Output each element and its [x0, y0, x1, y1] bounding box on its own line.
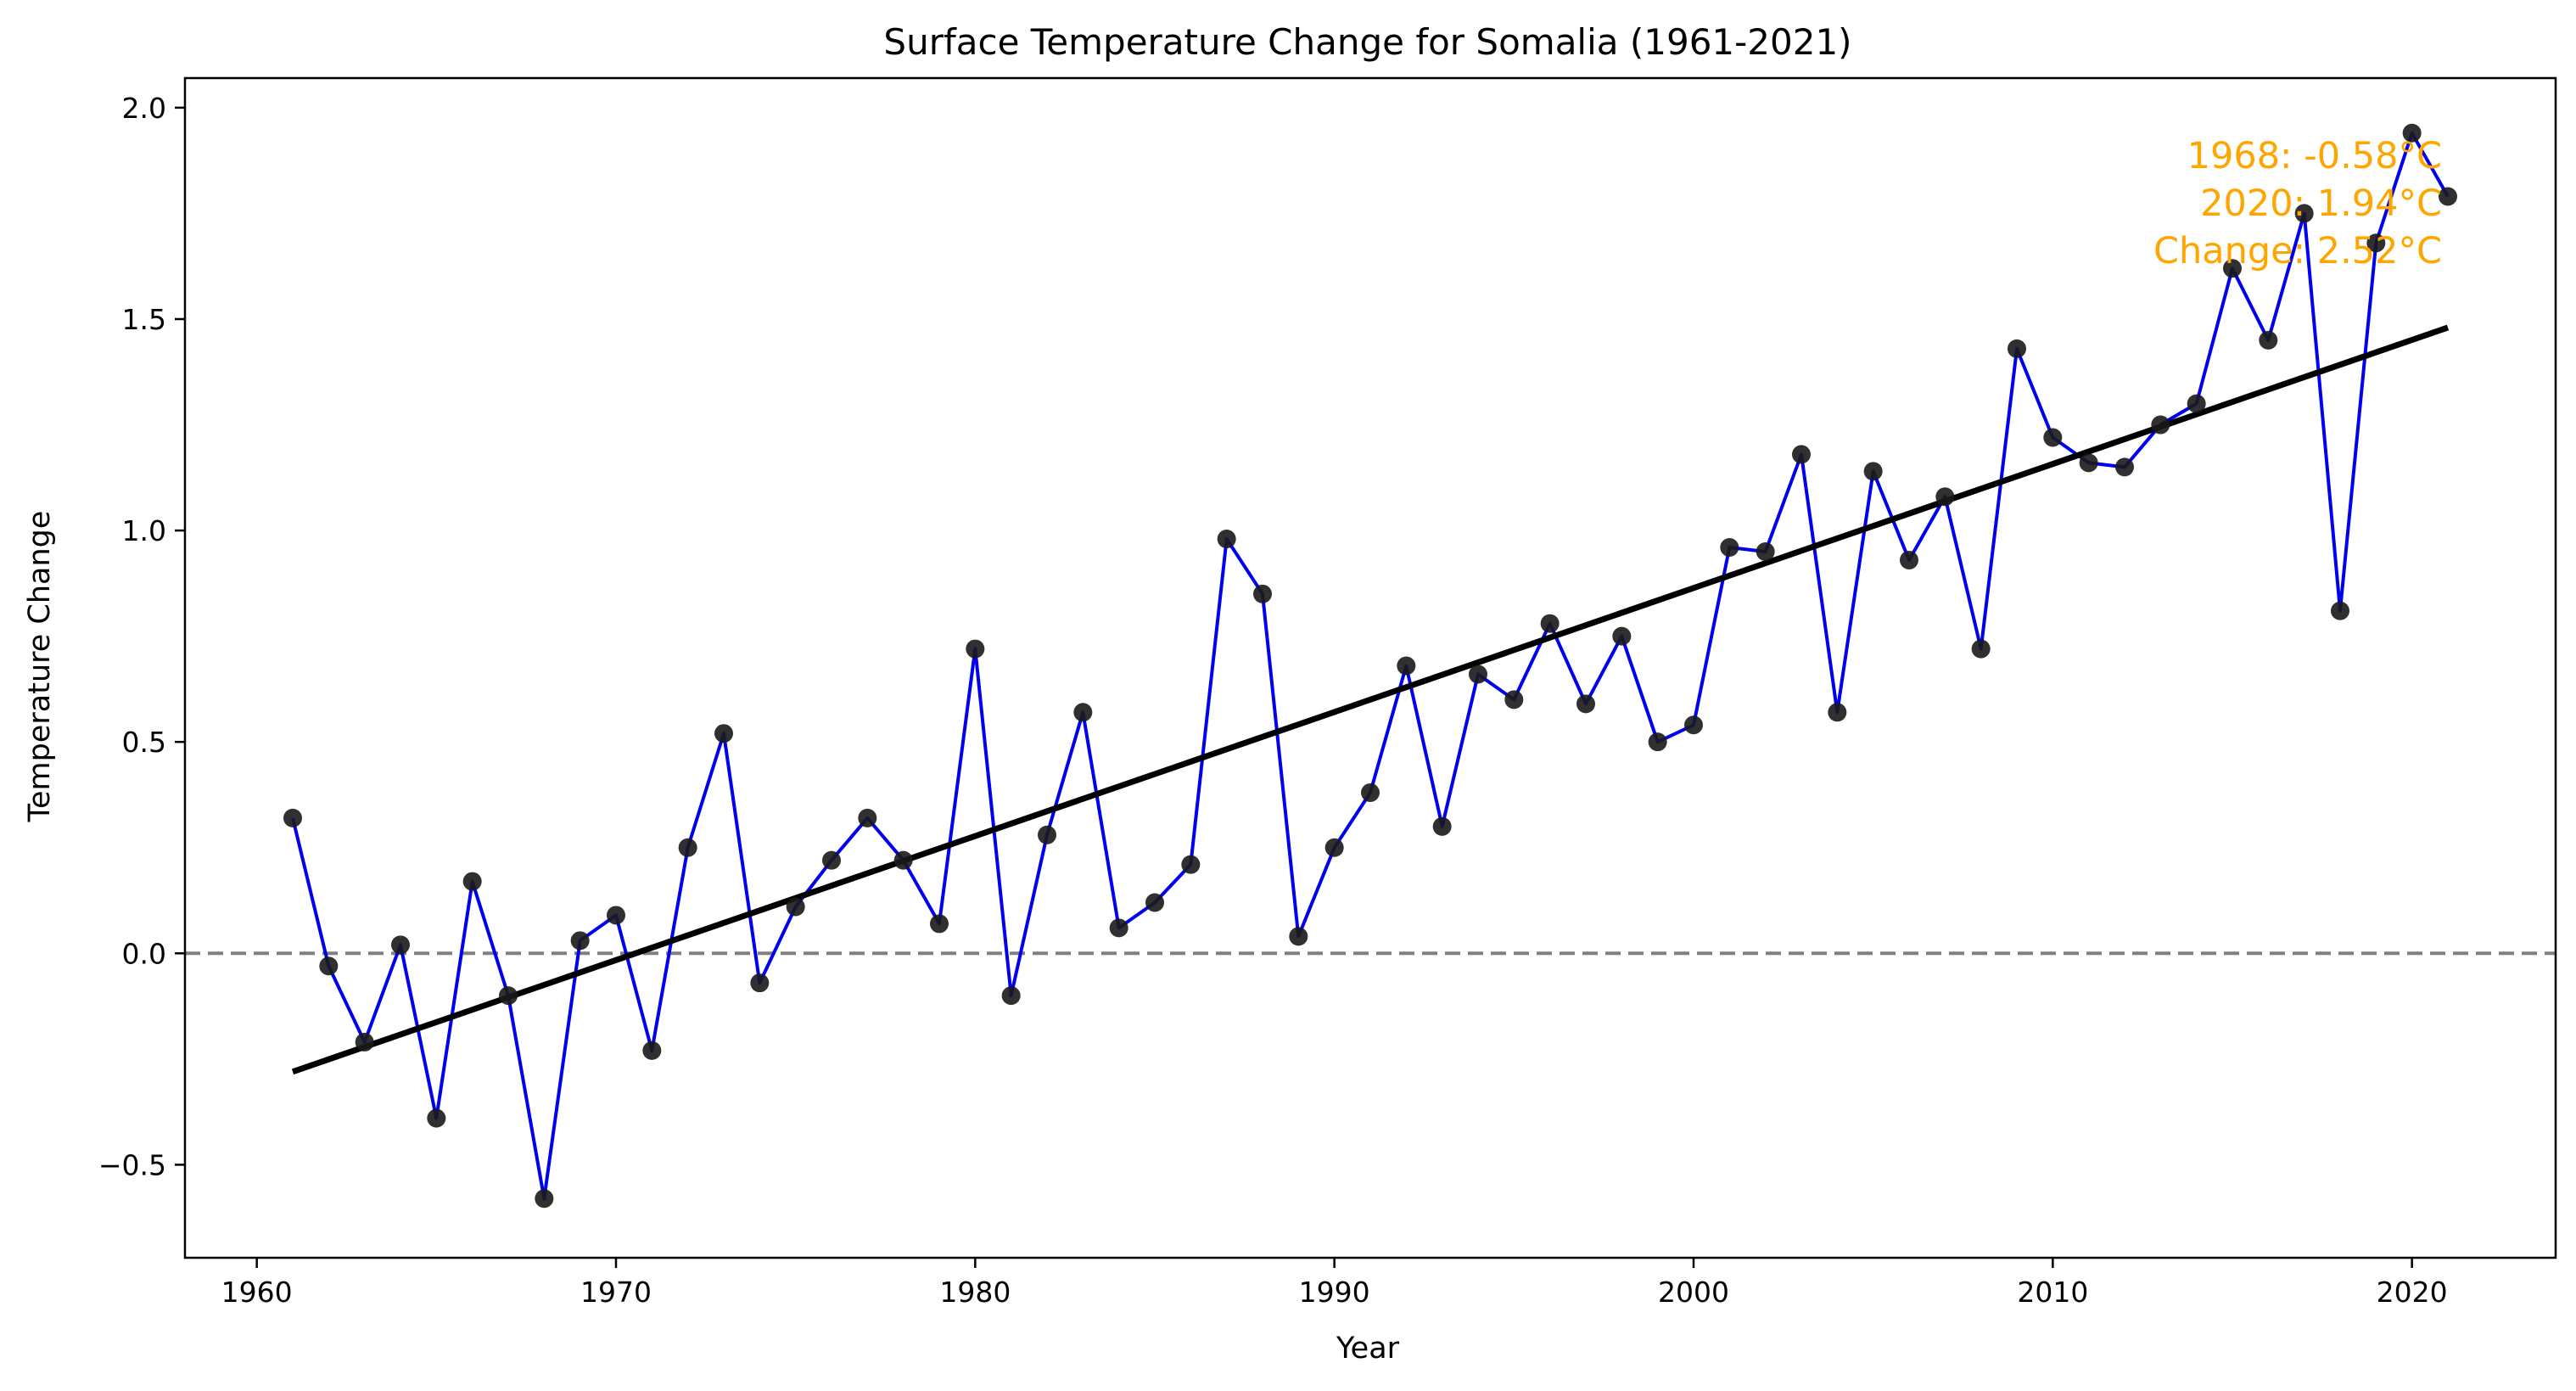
data-point	[1792, 445, 1811, 464]
data-point	[1181, 855, 1201, 874]
data-point	[1324, 838, 1344, 857]
y-axis-label: Temperature Change	[23, 511, 57, 823]
data-point	[427, 1108, 446, 1128]
x-tick-label: 1960	[221, 1276, 293, 1309]
data-point	[355, 1032, 374, 1052]
data-point	[1397, 656, 1416, 676]
x-tick-label: 1970	[580, 1276, 652, 1309]
y-tick-label: 2.0	[122, 92, 166, 125]
data-point	[2008, 339, 2026, 358]
plot-area-frame	[183, 76, 2557, 1259]
data-point	[1648, 732, 1667, 752]
data-point	[1038, 825, 1056, 844]
data-point	[2259, 330, 2278, 350]
x-tick-label: 2000	[1658, 1276, 1729, 1309]
y-tick-label: 0.0	[122, 937, 166, 970]
data-point	[714, 724, 733, 743]
data-point	[2294, 204, 2314, 223]
data-point	[1684, 715, 1703, 735]
x-tick-label: 2010	[2017, 1276, 2088, 1309]
data-point	[1720, 538, 1739, 558]
data-point	[1863, 462, 1883, 481]
annotation-group: 1968: -0.58°C 2020: 1.94°C Change: 2.52°C	[2153, 135, 2442, 272]
trend-line	[291, 324, 2450, 1075]
data-point	[1612, 626, 1632, 646]
data-point	[2079, 453, 2098, 473]
data-point	[1109, 918, 1128, 938]
x-tick-label: 1980	[939, 1276, 1011, 1309]
data-point	[822, 850, 841, 870]
annotation-line: Change: 2.52°C	[2153, 230, 2442, 272]
x-axis-ticks: 1960 1970 1980 1990 2000 2010 2020	[221, 1258, 2448, 1309]
data-point	[1253, 584, 1272, 603]
data-point	[858, 808, 877, 827]
data-point	[893, 850, 913, 870]
x-axis-label: Year	[1336, 1332, 1400, 1366]
data-point	[1828, 703, 1847, 722]
data-point	[1756, 541, 1775, 561]
data-point	[1469, 665, 1487, 684]
data-point	[1576, 694, 1595, 714]
data-point	[1971, 639, 1991, 659]
x-tick-label: 2020	[2377, 1276, 2448, 1309]
data-point	[750, 973, 770, 993]
data-point	[2223, 259, 2242, 278]
data-point	[1073, 703, 1093, 722]
annotation-line: 2020: 1.94°C	[2200, 182, 2442, 225]
data-point	[2331, 601, 2349, 620]
y-tick-label: −0.5	[98, 1148, 166, 1181]
data-point	[535, 1189, 554, 1209]
y-tick-label: 1.0	[122, 514, 166, 547]
data-point	[2402, 123, 2422, 143]
data-point	[966, 639, 985, 659]
markers-group	[283, 123, 2457, 1209]
data-point	[678, 838, 697, 857]
data-point	[607, 906, 625, 925]
data-point	[283, 808, 302, 827]
data-point	[1001, 986, 1021, 1006]
data-point	[930, 914, 949, 934]
data-point	[2439, 187, 2457, 206]
y-tick-label: 1.5	[122, 303, 166, 336]
y-axis-ticks: −0.5 0.0 0.5 1.0 1.5 2.0	[98, 92, 185, 1181]
data-point	[1900, 550, 1918, 569]
data-point	[2115, 457, 2134, 477]
x-tick-label: 1990	[1299, 1276, 1370, 1309]
annotation-line: 1968: -0.58°C	[2187, 135, 2442, 177]
data-point	[1217, 530, 1236, 549]
data-point	[1361, 782, 1380, 802]
data-point	[1289, 927, 1308, 946]
data-point	[2151, 415, 2170, 435]
data-point	[1935, 487, 1955, 507]
data-point	[786, 897, 805, 917]
trend-line-group	[291, 324, 2450, 1075]
data-point	[1432, 816, 1452, 836]
data-point	[2366, 233, 2386, 253]
data-point	[642, 1040, 662, 1060]
data-point	[319, 956, 339, 976]
data-point	[1540, 614, 1560, 633]
data-point	[462, 872, 482, 891]
data-point	[2043, 428, 2063, 447]
y-tick-label: 0.5	[122, 726, 166, 759]
data-point	[570, 931, 590, 951]
chart-title: Surface Temperature Change for Somalia (…	[883, 21, 1851, 63]
data-point	[391, 935, 410, 955]
data-point	[1145, 893, 1164, 912]
data-point	[2187, 394, 2206, 413]
data-point	[499, 986, 518, 1006]
data-point	[1504, 690, 1524, 710]
